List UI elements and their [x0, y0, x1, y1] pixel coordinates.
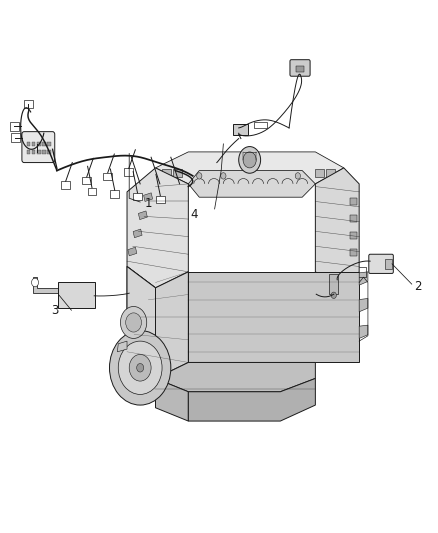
Polygon shape — [155, 152, 344, 184]
Circle shape — [243, 152, 256, 168]
Circle shape — [137, 364, 144, 372]
Bar — [296, 66, 304, 72]
Bar — [350, 215, 357, 222]
Bar — [37, 150, 40, 154]
Bar — [173, 169, 182, 177]
Polygon shape — [117, 341, 127, 352]
Polygon shape — [155, 362, 315, 392]
Bar — [47, 142, 51, 146]
Bar — [33, 148, 42, 156]
Polygon shape — [359, 272, 368, 285]
Bar — [138, 211, 147, 220]
Bar — [37, 142, 40, 146]
Bar — [103, 173, 112, 180]
Circle shape — [126, 313, 141, 332]
FancyBboxPatch shape — [58, 282, 95, 308]
Bar — [133, 229, 142, 238]
Polygon shape — [127, 266, 188, 378]
Bar — [315, 169, 324, 177]
Bar — [88, 188, 96, 195]
Circle shape — [32, 278, 39, 287]
Text: 2: 2 — [414, 280, 421, 293]
Bar — [350, 198, 357, 205]
Circle shape — [118, 341, 162, 394]
FancyBboxPatch shape — [233, 124, 248, 135]
Text: 4: 4 — [191, 208, 198, 221]
Polygon shape — [188, 171, 315, 197]
Bar — [11, 133, 20, 142]
Bar — [42, 150, 46, 154]
Bar — [329, 274, 338, 294]
Circle shape — [120, 306, 147, 338]
Polygon shape — [127, 168, 188, 288]
Bar — [32, 142, 35, 146]
FancyBboxPatch shape — [369, 254, 393, 273]
Bar — [47, 150, 51, 154]
Polygon shape — [188, 378, 315, 421]
Text: 3: 3 — [51, 304, 58, 317]
Bar — [162, 169, 171, 177]
Bar — [385, 259, 392, 269]
Circle shape — [221, 173, 226, 179]
Text: 1: 1 — [145, 197, 152, 210]
Circle shape — [129, 354, 151, 381]
Circle shape — [197, 173, 202, 179]
Circle shape — [110, 330, 171, 405]
Bar — [350, 232, 357, 239]
FancyBboxPatch shape — [22, 132, 55, 163]
Bar — [254, 122, 267, 128]
Bar — [10, 122, 19, 131]
Polygon shape — [359, 325, 368, 338]
Bar — [32, 150, 35, 154]
Polygon shape — [33, 277, 59, 293]
Bar — [82, 177, 91, 184]
Circle shape — [295, 173, 300, 179]
Bar — [61, 181, 70, 189]
Bar — [124, 168, 133, 176]
Bar — [110, 190, 119, 198]
Polygon shape — [315, 168, 359, 288]
Circle shape — [239, 147, 261, 173]
Polygon shape — [155, 378, 188, 421]
Circle shape — [331, 292, 336, 298]
Bar — [350, 249, 357, 256]
Bar — [144, 193, 152, 201]
FancyBboxPatch shape — [290, 60, 310, 76]
Bar — [133, 193, 142, 200]
Bar — [156, 196, 165, 203]
Bar — [24, 100, 33, 108]
Bar — [128, 247, 137, 256]
Bar — [27, 142, 30, 146]
Bar — [326, 169, 335, 177]
Bar — [27, 150, 30, 154]
Polygon shape — [359, 298, 368, 312]
Polygon shape — [188, 272, 359, 362]
Polygon shape — [127, 266, 155, 378]
Bar — [42, 142, 46, 146]
